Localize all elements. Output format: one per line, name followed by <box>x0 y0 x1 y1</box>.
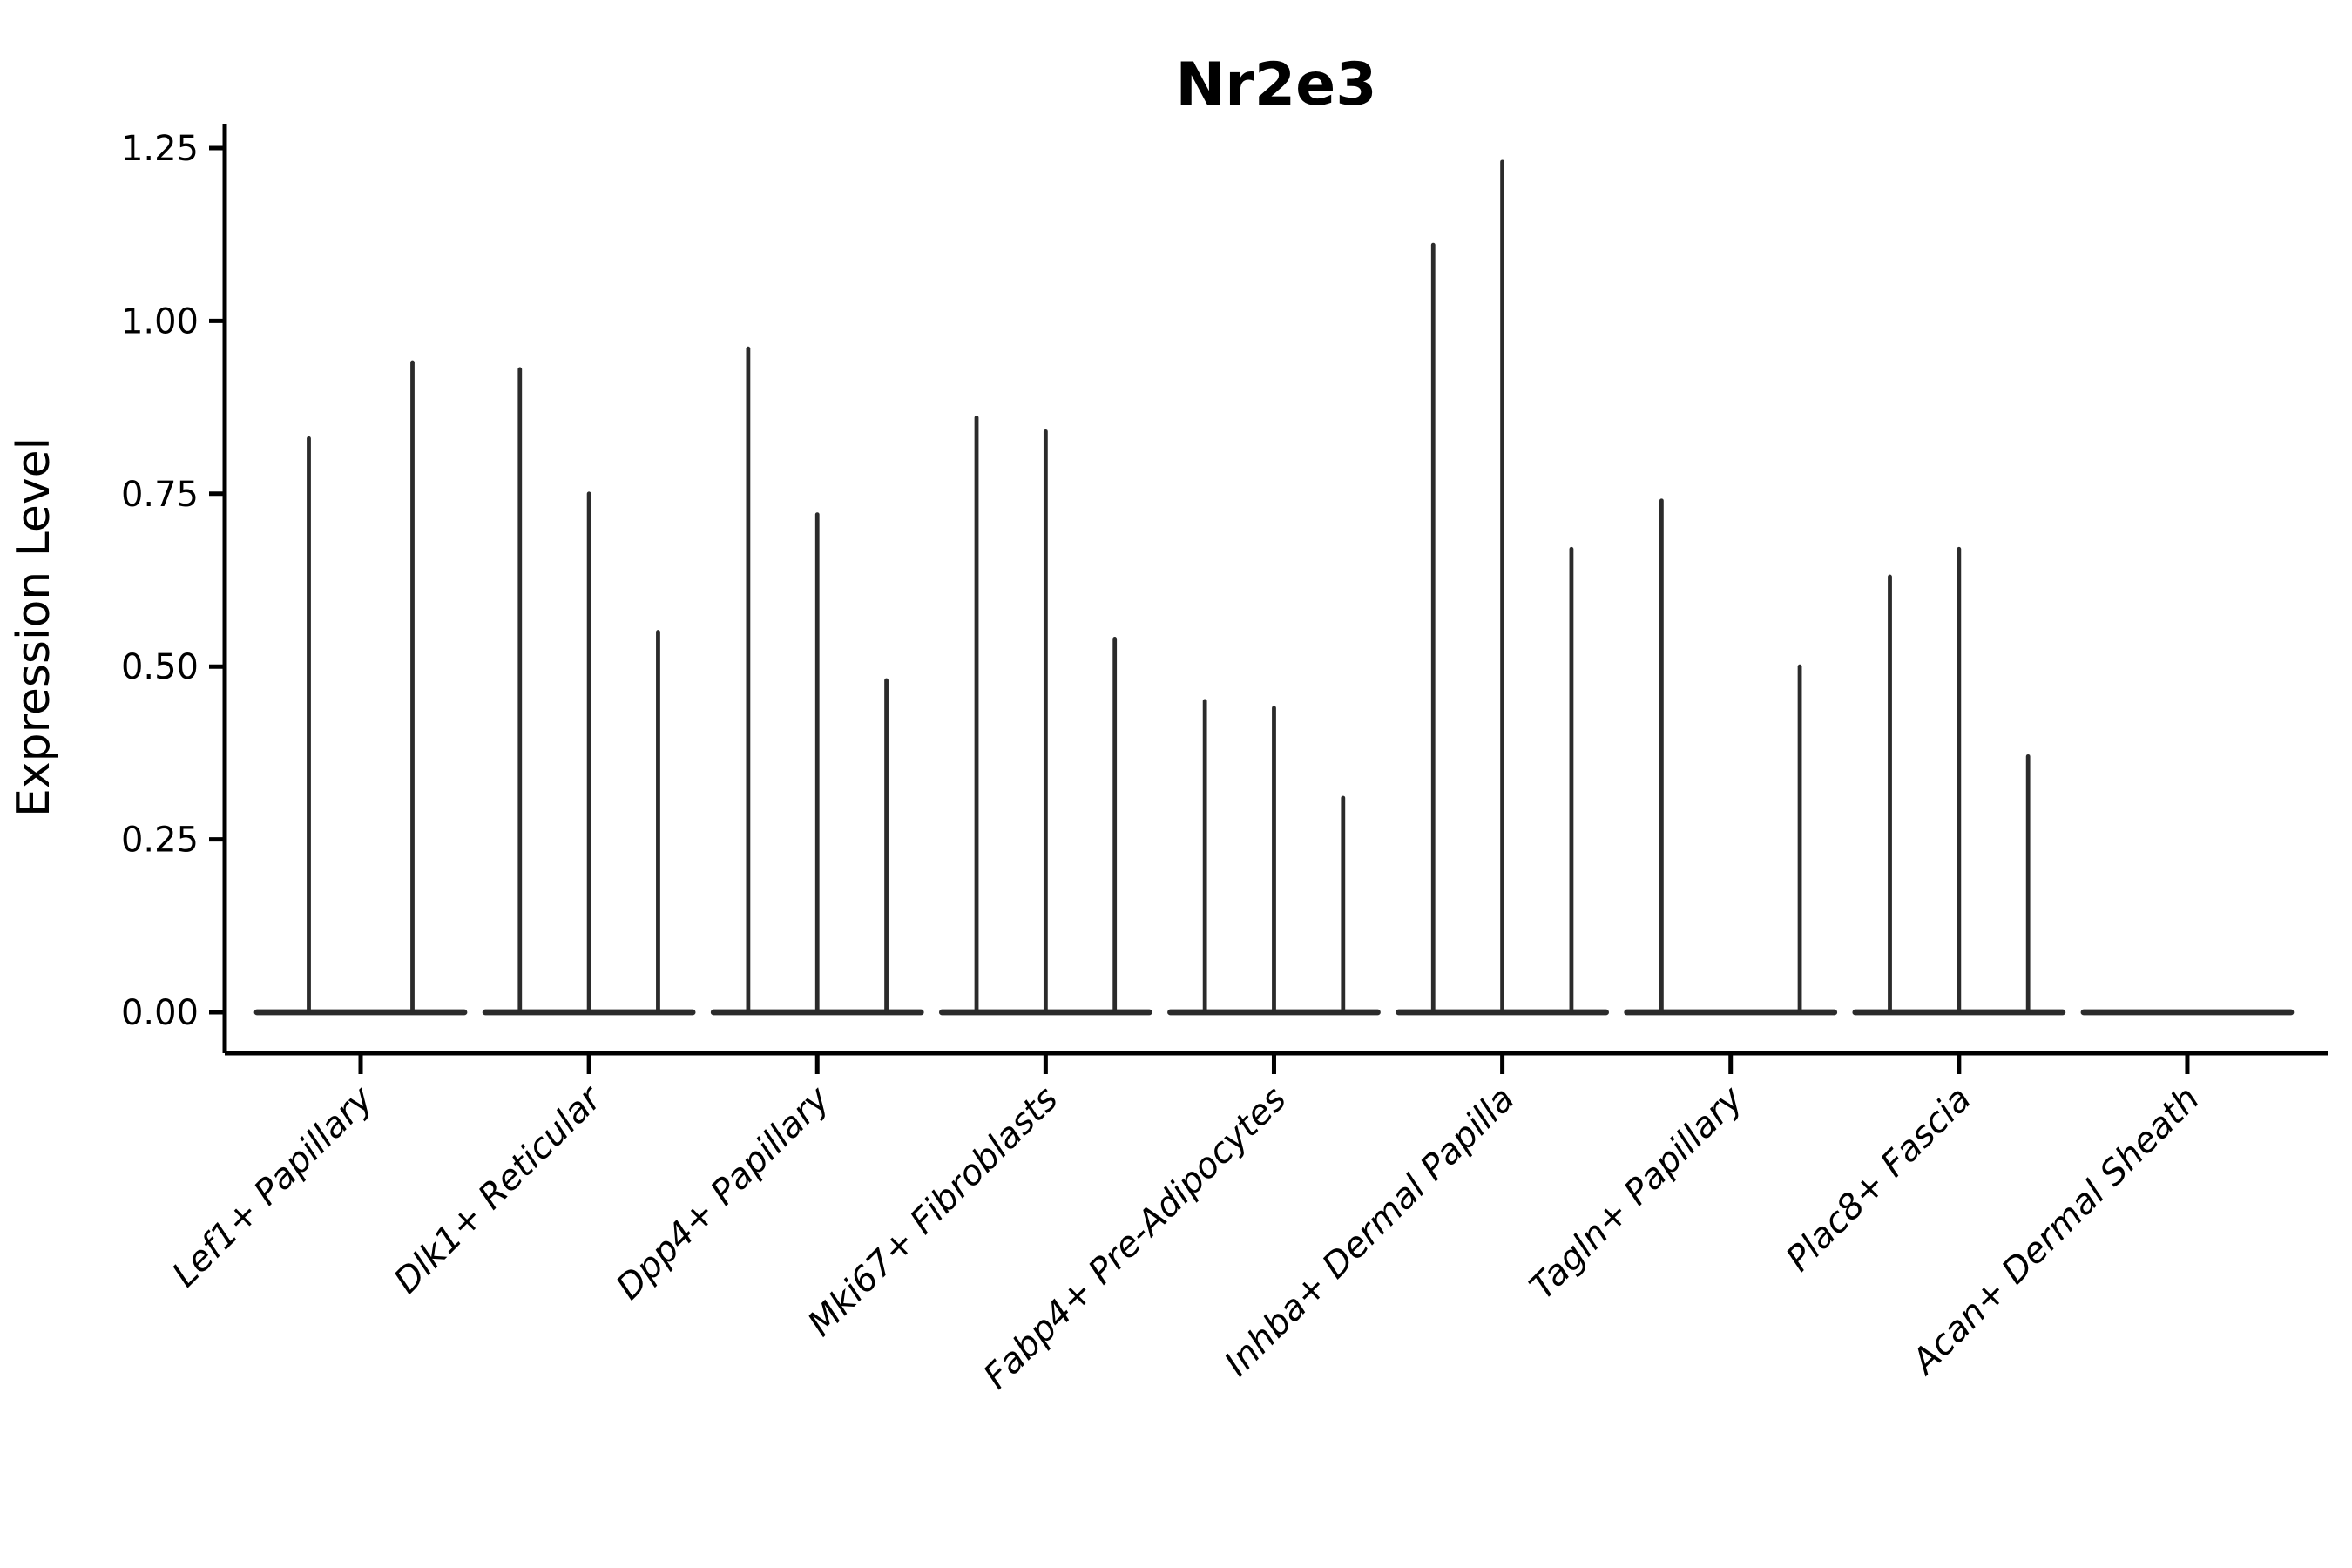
y-tick-label: 0.25 <box>121 821 199 861</box>
y-axis-label: Expression Level <box>8 437 60 817</box>
y-tick-label: 0.50 <box>121 647 199 687</box>
x-tick-label: Dlk1+ Reticular <box>387 1078 611 1301</box>
chart-title: Nr2e3 <box>1175 51 1376 119</box>
x-tick-label: Tagln+ Papillary <box>1523 1078 1752 1308</box>
y-tick-label: 1.00 <box>121 301 199 341</box>
x-tick-label: Lef1+ Papillary <box>165 1078 382 1295</box>
x-tick-label: Plac8+ Fascia <box>1779 1079 1979 1280</box>
y-tick-label: 0.75 <box>121 475 199 515</box>
x-tick-label: Mki67+ Fibroblasts <box>801 1079 1066 1345</box>
x-tick-label: Dpp4+ Papillary <box>609 1078 838 1308</box>
y-tick-label: 0.00 <box>121 993 199 1033</box>
y-tick-label: 1.25 <box>121 129 199 169</box>
